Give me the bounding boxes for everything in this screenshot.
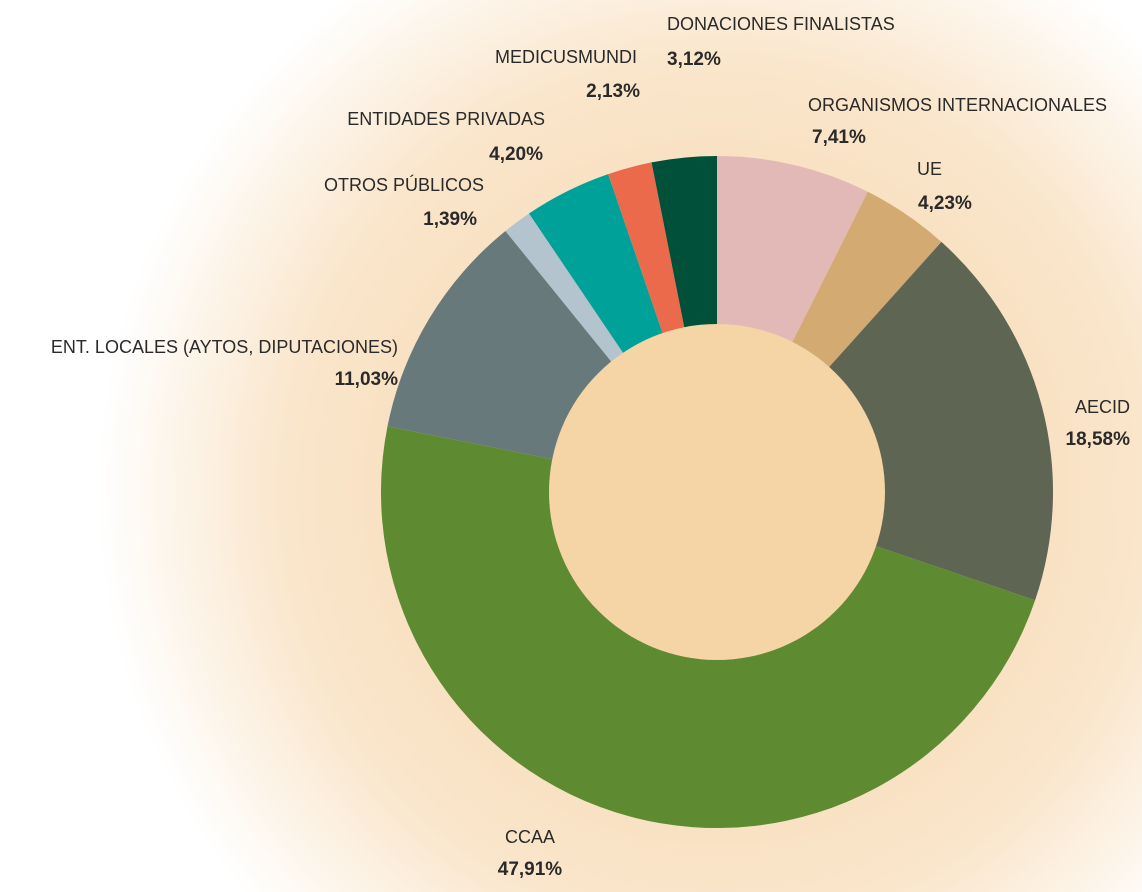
value-label: 3,12% xyxy=(667,49,721,70)
slice-label: CCAA xyxy=(505,827,555,847)
labels: ORGANISMOS INTERNACIONALES 7,41% UE 4,23% AE… xyxy=(51,14,1130,880)
value-label: 11,03% xyxy=(335,369,398,390)
value-label: 7,41% xyxy=(812,127,866,148)
slice-label: ORGANISMOS INTERNACIONALES xyxy=(808,95,1107,115)
slice-label: MEDICUSMUNDI xyxy=(495,47,637,67)
slice-label: ENT. LOCALES (AYTOS, DIPUTACIONES) xyxy=(51,337,398,357)
slice-label: DONACIONES FINALISTAS xyxy=(667,14,895,34)
value-label: 1,39% xyxy=(423,209,477,230)
slice-label: OTROS PÚBLICOS xyxy=(324,174,484,195)
value-label: 18,58% xyxy=(1066,429,1131,450)
slice-label: AECID xyxy=(1075,397,1130,417)
slice-label: UE xyxy=(917,159,942,179)
value-label: 47,91% xyxy=(498,859,563,880)
value-label: 4,20% xyxy=(489,144,543,165)
value-label: 4,23% xyxy=(918,193,972,214)
value-label: 2,13% xyxy=(586,81,640,102)
slice-label: ENTIDADES PRIVADAS xyxy=(347,109,545,129)
donut-hole xyxy=(549,324,885,660)
